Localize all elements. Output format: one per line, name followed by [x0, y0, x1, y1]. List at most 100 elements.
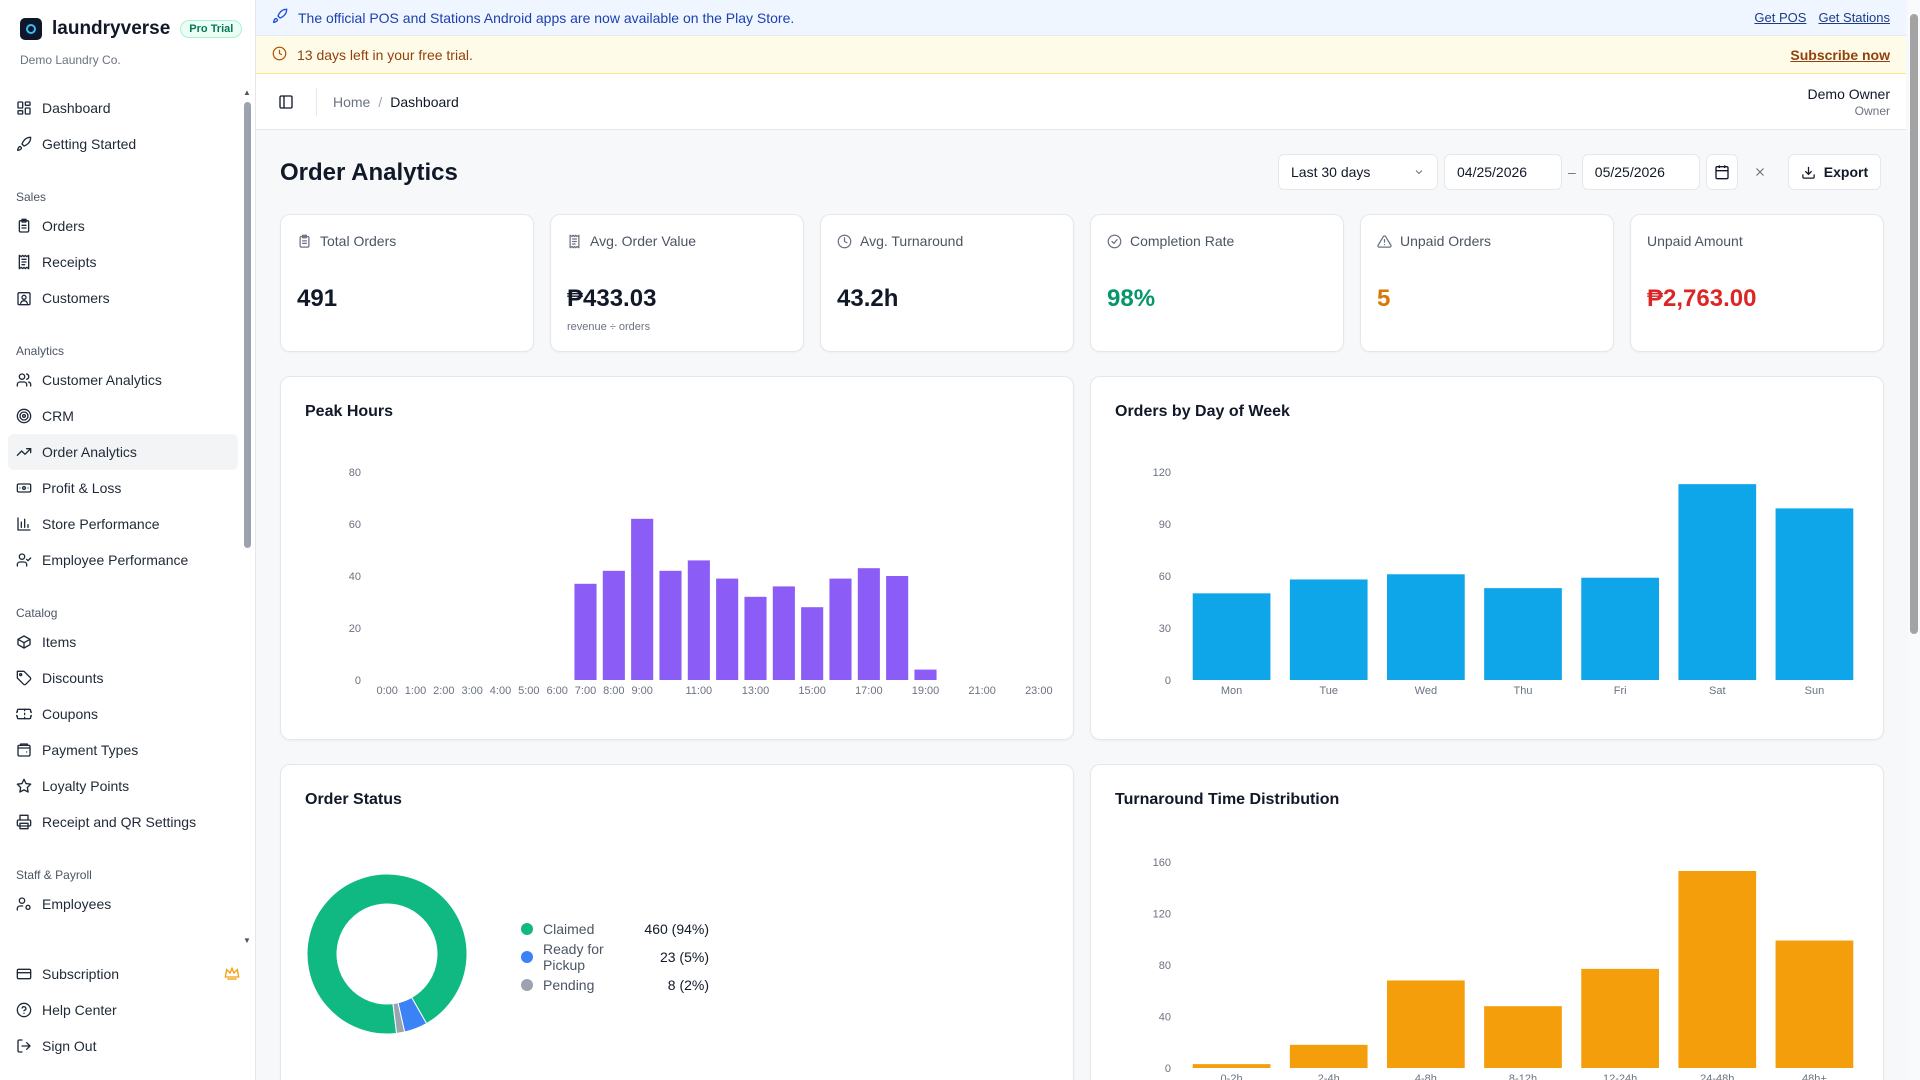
- bar[interactable]: [1387, 574, 1465, 680]
- clear-dates-button[interactable]: [1744, 154, 1776, 190]
- sidebar-item-subscription[interactable]: Subscription: [8, 956, 248, 992]
- day-of-week-chart: 0 30 60 90 120 Mon Tue Wed Thu Fri Sat Sun: [1153, 467, 1854, 697]
- donut-slice[interactable]: [392, 1002, 406, 1034]
- sidebar-item-items[interactable]: Items: [8, 624, 238, 660]
- bar[interactable]: [1289, 1044, 1368, 1068]
- sidebar-item-label: Items: [42, 634, 77, 650]
- sidebar-item-crm[interactable]: CRM: [8, 398, 238, 434]
- bar[interactable]: [857, 568, 880, 680]
- sidebar-item-customers[interactable]: Customers: [8, 280, 238, 316]
- get-pos-link[interactable]: Get POS: [1754, 10, 1807, 25]
- y-tick-label: 0: [1165, 1063, 1171, 1075]
- date-to-input[interactable]: [1581, 154, 1700, 190]
- x-tick-label: 4-8h: [1415, 1073, 1437, 1080]
- sidebar-item-label: Orders: [42, 218, 85, 234]
- sidebar-item-getting-started[interactable]: Getting Started: [8, 126, 238, 162]
- sidebar-item-order-analytics[interactable]: Order Analytics: [8, 434, 238, 470]
- legend-swatch: [521, 923, 533, 935]
- bar[interactable]: [1581, 968, 1659, 1068]
- export-button[interactable]: Export: [1787, 154, 1882, 190]
- bar[interactable]: [1678, 871, 1757, 1068]
- legend-label: Ready for Pickup: [543, 941, 604, 973]
- scroll-up-arrow-icon[interactable]: ▲: [243, 88, 251, 97]
- sidebar-toggle-button[interactable]: [266, 82, 306, 122]
- stat-value: ₱433.03: [567, 285, 657, 312]
- user-menu[interactable]: Demo Owner Owner: [1808, 86, 1890, 118]
- bar[interactable]: [1775, 508, 1854, 680]
- bar[interactable]: [744, 596, 767, 680]
- sidebar-item-dashboard[interactable]: Dashboard: [8, 90, 238, 126]
- y-tick-label: 30: [1159, 623, 1171, 635]
- bar[interactable]: [886, 576, 909, 680]
- stat-value: 98%: [1107, 285, 1156, 312]
- sidebar-item-label: Store Performance: [42, 516, 160, 532]
- bar[interactable]: [716, 578, 739, 680]
- stat-cards: Total Orders 491 Avg. Order Value ₱433.03 re…: [280, 214, 1884, 352]
- sidebar-item-help-center[interactable]: Help Center: [8, 992, 248, 1028]
- sidebar-item-discounts[interactable]: Discounts: [8, 660, 238, 696]
- bar[interactable]: [1775, 940, 1854, 1068]
- order-status-card: Order Status Claimed 460 (94%) Ready for P…: [280, 764, 1074, 1080]
- page-scrollbar[interactable]: [1910, 14, 1918, 634]
- legend-swatch: [521, 979, 533, 991]
- bar[interactable]: [1192, 593, 1271, 680]
- turnaround-chart: 0 40 80 120 160 0-2h 2-4h 4-8h 8-12h 12-24h 24-48h…: [1153, 857, 1854, 1080]
- bar[interactable]: [914, 669, 937, 680]
- bar[interactable]: [801, 607, 824, 680]
- sidebar-item-profit-loss[interactable]: Profit & Loss: [8, 470, 238, 506]
- info-banner: The official POS and Stations Android ap…: [256, 0, 1906, 36]
- date-range-select[interactable]: Last 30 days: [1278, 154, 1438, 190]
- get-stations-link[interactable]: Get Stations: [1818, 10, 1890, 25]
- bar[interactable]: [1387, 980, 1465, 1068]
- chart-title: Turnaround Time Distribution: [1115, 791, 1340, 808]
- sidebar-item-coupons[interactable]: Coupons: [8, 696, 238, 732]
- sidebar-item-label: Employees: [42, 896, 112, 912]
- legend-label: Claimed: [543, 921, 595, 937]
- sidebar-item-sign-out[interactable]: Sign Out: [8, 1028, 248, 1064]
- bar[interactable]: [1678, 484, 1757, 680]
- legend-value: 460 (94%): [644, 921, 709, 937]
- bar[interactable]: [574, 583, 597, 680]
- bar[interactable]: [829, 578, 852, 680]
- x-tick-label: 6:00: [546, 685, 567, 697]
- stat-label: Unpaid Amount: [1647, 233, 1743, 249]
- breadcrumb-home[interactable]: Home: [333, 93, 371, 110]
- bar[interactable]: [1484, 1006, 1562, 1068]
- clipboard-icon: [297, 234, 312, 249]
- sidebar-item-orders[interactable]: Orders: [8, 208, 238, 244]
- bar[interactable]: [602, 570, 625, 680]
- calendar-button[interactable]: [1705, 154, 1738, 190]
- sidebar-item-loyalty-points[interactable]: Loyalty Points: [8, 768, 238, 804]
- brand[interactable]: laundryverse Pro Trial: [20, 18, 243, 40]
- bar[interactable]: [659, 570, 682, 680]
- bar[interactable]: [1192, 1064, 1271, 1068]
- sidebar-item-store-performance[interactable]: Store Performance: [8, 506, 238, 542]
- bar[interactable]: [1289, 579, 1368, 680]
- x-tick-label: 0-2h: [1221, 1073, 1243, 1080]
- bar[interactable]: [772, 586, 795, 680]
- donut-slice[interactable]: [306, 873, 468, 1035]
- bar[interactable]: [687, 560, 710, 680]
- sidebar-item-employees[interactable]: Employees: [8, 886, 238, 922]
- stat-label-row: Total Orders: [297, 233, 517, 249]
- y-tick-label: 60: [349, 519, 361, 531]
- sidebar-item-customer-analytics[interactable]: Customer Analytics: [8, 362, 238, 398]
- sidebar-item-receipt-and-qr-settings[interactable]: Receipt and QR Settings: [8, 804, 238, 840]
- bar[interactable]: [1581, 577, 1659, 680]
- logo-icon: [20, 18, 42, 40]
- date-from-input[interactable]: [1444, 154, 1562, 190]
- sidebar-item-employee-performance[interactable]: Employee Performance: [8, 542, 238, 578]
- scroll-down-arrow-icon[interactable]: ▼: [243, 936, 251, 945]
- stat-label: Avg. Turnaround: [860, 233, 964, 249]
- bar[interactable]: [1484, 588, 1562, 680]
- x-tick-label: 21:00: [968, 685, 996, 697]
- bar[interactable]: [631, 518, 654, 680]
- sidebar-item-receipts[interactable]: Receipts: [8, 244, 238, 280]
- sidebar-item-payment-types[interactable]: Payment Types: [8, 732, 238, 768]
- subscribe-link[interactable]: Subscribe now: [1790, 46, 1890, 63]
- sidebar-scrollbar[interactable]: [244, 102, 251, 548]
- breadcrumb-separator: /: [378, 93, 383, 110]
- x-tick-label: 7:00: [575, 685, 596, 697]
- date-range-value: Last 30 days: [1291, 164, 1371, 180]
- stat-card-unpaid-orders: Unpaid Orders 5: [1360, 214, 1614, 352]
